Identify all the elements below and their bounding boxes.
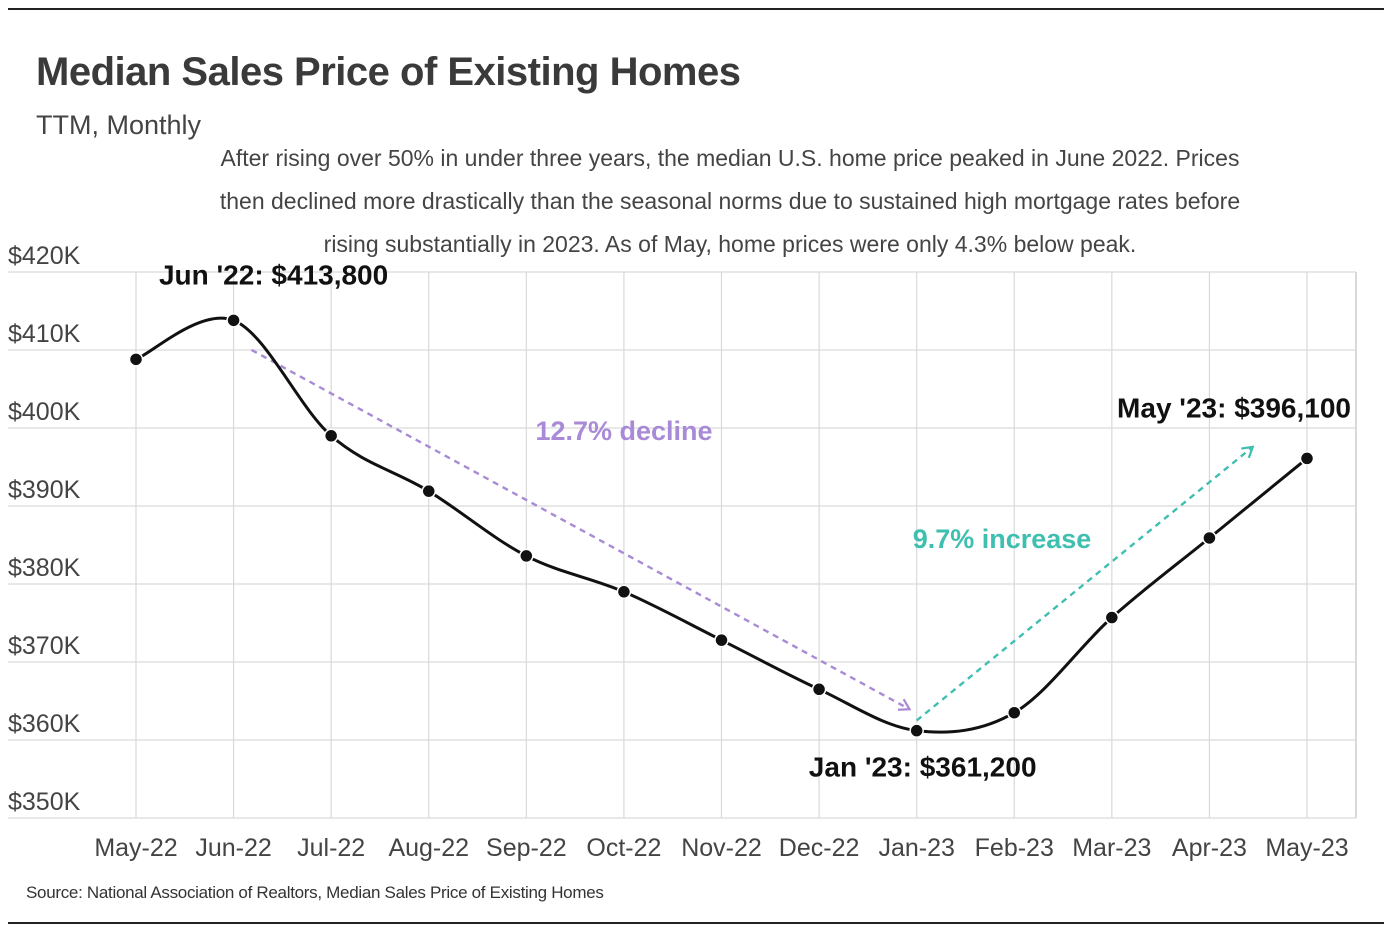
x-axis-ticks: May-22 Jun-22 Jul-22 Aug-22 Sep-22 Oct-22 Nov-… [94,834,1348,862]
x-tick-label: Jan-23 [878,834,954,862]
data-point [128,352,144,367]
top-rule [8,8,1384,10]
data-point [1104,610,1120,625]
data-point [323,428,339,444]
data-point [811,682,827,697]
x-tick-label: Feb-23 [975,834,1054,862]
trend-arrow [251,348,912,711]
data-point [1202,530,1217,546]
y-tick-label: $370K [8,632,81,660]
x-tick-label: May-22 [94,834,177,862]
callout-label: Jun '22: $413,800 [159,259,388,290]
y-tick-label: $410K [8,320,81,348]
x-tick-label: Jun-22 [195,834,271,862]
x-tick-label: Nov-22 [681,834,762,862]
y-tick-label: $360K [8,710,81,738]
x-tick-label: May-23 [1265,834,1348,862]
y-tick-label: $400K [8,398,81,426]
bottom-rule [8,922,1384,924]
data-point [1007,705,1022,720]
data-point [1299,451,1315,466]
data-points [128,313,1315,738]
gridlines [8,271,1357,819]
source-note: Source: National Association of Realtors… [26,883,604,902]
trend-arrows: 12.7% decline 9.7% increase [251,348,1255,722]
y-axis-ticks: $350K $360K $370K $380K $390K $400K $410K $420K [8,242,81,816]
callout-label: May '23: $396,100 [1117,392,1351,423]
y-tick-label: $380K [8,554,81,582]
x-tick-label: Apr-23 [1172,834,1247,862]
x-tick-label: Sep-22 [486,834,567,862]
y-tick-label: $390K [8,476,81,504]
data-point [909,723,924,738]
x-tick-label: Oct-22 [586,834,661,862]
x-tick-label: Jul-22 [297,834,365,862]
callouts: Jun '22: $413,800 Jan '23: $361,200 May '2… [159,259,1351,782]
chart-title: Median Sales Price of Existing Homes [36,50,741,94]
y-tick-label: $350K [8,788,81,816]
chart-description: After rising over 50% in under three yea… [219,145,1241,257]
callout-label: Jan '23: $361,200 [809,752,1037,783]
x-tick-label: Dec-22 [779,834,860,862]
data-point [616,584,632,600]
data-point [421,483,436,499]
trend-arrow-label: 9.7% increase [913,524,1092,554]
chart-subtitle: TTM, Monthly [36,110,202,140]
data-point [226,313,241,328]
data-point [519,548,534,564]
y-tick-label: $420K [8,242,81,270]
x-tick-label: Mar-23 [1072,834,1151,862]
data-point [714,632,729,648]
trend-arrow-label: 12.7% decline [535,416,712,446]
x-tick-label: Aug-22 [388,834,469,862]
